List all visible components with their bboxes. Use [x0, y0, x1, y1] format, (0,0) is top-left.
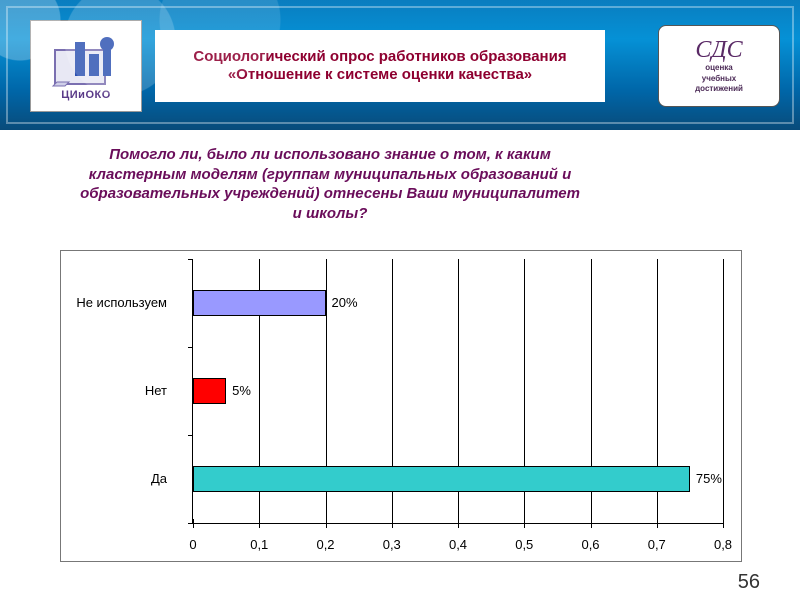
x-tick-inner	[392, 519, 393, 523]
category-label: Да	[151, 471, 167, 486]
x-tick-inner	[259, 519, 260, 523]
stamp-badge: СДС оценка учебных достижений	[658, 25, 780, 107]
x-tick	[193, 523, 194, 528]
x-tick-inner	[657, 519, 658, 523]
x-tick-inner	[591, 519, 592, 523]
bar	[193, 378, 226, 404]
y-tick	[188, 259, 193, 260]
survey-question: Помогло ли, было ли использовано знание …	[80, 145, 580, 223]
x-tick	[657, 523, 658, 528]
gridline	[723, 259, 724, 523]
header-band: ЦИиОКО Социологический опрос работников …	[0, 0, 800, 130]
stamp-line2: учебных	[702, 75, 737, 84]
x-axis-label: 0,6	[581, 537, 599, 552]
x-tick	[524, 523, 525, 528]
x-tick	[259, 523, 260, 528]
x-tick-inner	[458, 519, 459, 523]
chart-frame: 0 0,1 0,2 0,3 0,4 0,5 0,6 0,7 0,8 20% Не используе…	[60, 250, 742, 562]
x-axis-label: 0,2	[316, 537, 334, 552]
slide-title: Социологический опрос работников образов…	[165, 48, 595, 84]
x-axis-label: 0,8	[714, 537, 732, 552]
y-tick	[188, 347, 193, 348]
bar-value-label: 75%	[696, 471, 722, 486]
stamp-line1: оценка	[705, 64, 733, 73]
bar	[193, 466, 690, 492]
bar-value-label: 5%	[232, 383, 251, 398]
category-label: Не используем	[76, 295, 167, 310]
logo-label: ЦИиОКО	[61, 89, 111, 101]
org-logo: ЦИиОКО	[30, 20, 142, 112]
bar-value-label: 20%	[332, 295, 358, 310]
x-axis-label: 0,5	[515, 537, 533, 552]
logo-icon	[51, 32, 121, 87]
bar	[193, 290, 326, 316]
x-tick	[458, 523, 459, 528]
x-tick-inner	[193, 519, 194, 523]
x-tick-inner	[524, 519, 525, 523]
x-tick	[392, 523, 393, 528]
page-number: 56	[738, 571, 760, 594]
x-axis-label: 0,3	[383, 537, 401, 552]
y-tick	[188, 523, 193, 524]
x-tick-inner	[326, 519, 327, 523]
y-tick	[188, 435, 193, 436]
x-tick	[591, 523, 592, 528]
x-axis-label: 0,4	[449, 537, 467, 552]
stamp-acronym: СДС	[695, 38, 742, 62]
chart-plot-area: 00,10,20,30,40,50,60,70,820%Не используе…	[192, 259, 723, 524]
x-tick-inner	[723, 519, 724, 523]
x-axis-label: 0	[189, 537, 196, 552]
x-axis-label: 0,7	[648, 537, 666, 552]
x-axis-label: 0,1	[250, 537, 268, 552]
x-tick	[723, 523, 724, 528]
stamp-line3: достижений	[695, 85, 743, 94]
title-box: Социологический опрос работников образов…	[155, 30, 605, 102]
x-tick	[326, 523, 327, 528]
category-label: Нет	[145, 383, 167, 398]
slide: ЦИиОКО Социологический опрос работников …	[0, 0, 800, 600]
